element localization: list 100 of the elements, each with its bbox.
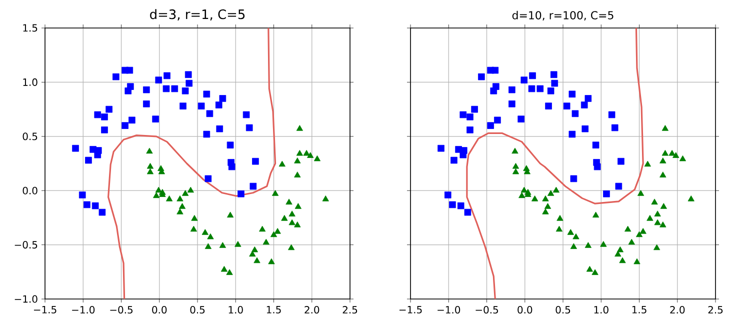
point: [294, 221, 301, 228]
point: [274, 228, 281, 234]
point: [567, 229, 574, 235]
x-tick-label: 2.0: [304, 306, 320, 314]
point: [660, 158, 666, 164]
point: [303, 150, 310, 156]
point: [654, 219, 661, 226]
point: [246, 124, 253, 132]
x-tick-label: 2.5: [342, 306, 358, 314]
point: [94, 111, 102, 118]
point: [294, 172, 301, 178]
point: [228, 163, 236, 170]
point: [146, 162, 154, 169]
point: [512, 168, 520, 174]
point: [640, 228, 646, 234]
point: [146, 148, 153, 154]
point: [520, 186, 528, 193]
point: [644, 160, 651, 167]
point: [288, 219, 296, 226]
point: [286, 198, 292, 205]
point: [101, 113, 108, 120]
point: [520, 76, 528, 84]
point: [444, 192, 452, 198]
point: [584, 95, 592, 102]
point: [153, 192, 160, 198]
point: [322, 195, 329, 202]
point: [122, 122, 128, 129]
point: [550, 71, 558, 78]
point: [288, 244, 295, 250]
point: [215, 102, 222, 108]
point: [494, 116, 501, 124]
point: [78, 192, 86, 198]
point: [226, 269, 233, 275]
point: [628, 238, 635, 245]
point: [592, 142, 600, 148]
x-tick-label: 1.5: [266, 306, 281, 314]
point: [457, 202, 464, 210]
point: [542, 195, 549, 202]
point: [547, 87, 554, 94]
point: [608, 111, 616, 118]
point: [249, 250, 256, 257]
point: [98, 208, 106, 216]
point: [580, 102, 588, 108]
point: [618, 158, 624, 165]
point: [146, 168, 154, 174]
point: [294, 203, 302, 209]
point: [216, 125, 224, 132]
point: [512, 162, 520, 169]
point: [203, 130, 210, 138]
y-tick-label: 1.5: [23, 24, 38, 32]
point: [536, 85, 544, 92]
point: [182, 190, 189, 196]
x-tick-label: 0.5: [556, 306, 570, 314]
point: [281, 214, 288, 221]
x-tick-label: −0.5: [476, 306, 498, 314]
point: [636, 231, 643, 238]
point: [219, 95, 226, 102]
x-tick-label: 2.5: [708, 306, 723, 314]
x-tick-label: 1.0: [228, 306, 243, 314]
point: [262, 238, 270, 245]
point: [592, 269, 598, 275]
point: [143, 100, 150, 108]
point: [653, 244, 660, 250]
x-tick-label: −1.5: [399, 306, 422, 314]
point: [190, 226, 198, 232]
point: [660, 221, 666, 228]
point: [178, 203, 186, 209]
x-tick-label: 0.0: [518, 306, 532, 314]
point: [551, 80, 558, 87]
point: [226, 142, 234, 148]
point: [634, 258, 640, 264]
x-tick-label: 1.5: [632, 306, 646, 314]
point: [171, 85, 178, 92]
point: [449, 201, 456, 208]
point: [198, 102, 205, 110]
point: [180, 102, 186, 110]
point: [72, 144, 79, 152]
point: [556, 226, 563, 232]
point: [570, 175, 578, 182]
point: [688, 195, 694, 202]
point: [603, 190, 610, 198]
x-tick-label: −0.5: [110, 306, 132, 314]
x-tick-label: −1.5: [34, 306, 56, 314]
point: [544, 203, 552, 209]
point: [672, 152, 680, 158]
point: [651, 198, 658, 205]
point: [512, 148, 518, 154]
point: [528, 85, 536, 92]
point: [518, 192, 526, 198]
point: [586, 266, 594, 272]
point: [272, 190, 279, 196]
point: [660, 203, 667, 209]
point: [615, 182, 622, 190]
y-tick-label: −1.0: [14, 295, 38, 303]
point: [572, 110, 579, 118]
point: [254, 257, 260, 264]
point: [296, 150, 303, 156]
point: [568, 90, 576, 98]
point: [191, 214, 198, 221]
point: [92, 202, 99, 210]
